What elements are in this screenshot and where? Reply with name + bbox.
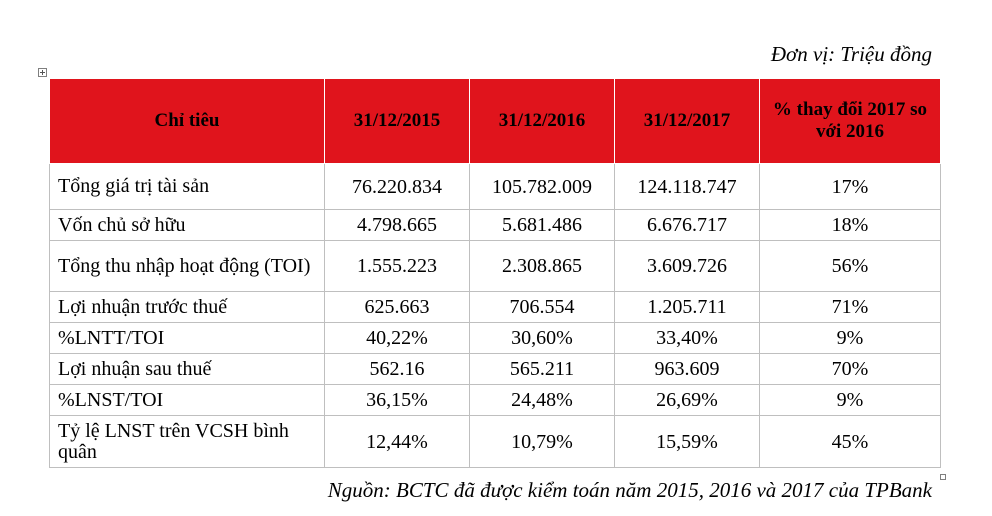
- cell-2017: 963.609: [614, 353, 760, 385]
- table-row: %LNTT/TOI 40,22% 30,60% 33,40% 9%: [49, 322, 941, 354]
- cell-2017: 124.118.747: [614, 163, 760, 210]
- unit-note: Đơn vị: Triệu đồng: [770, 42, 932, 66]
- cell-2017: 3.609.726: [614, 240, 760, 292]
- table-header-row: Chỉ tiêu 31/12/2015 31/12/2016 31/12/201…: [49, 78, 941, 164]
- cell-2016: 105.782.009: [469, 163, 615, 210]
- cell-2015: 76.220.834: [324, 163, 470, 210]
- cell-change: 9%: [759, 322, 941, 354]
- row-label: Lợi nhuận trước thuế: [49, 291, 325, 323]
- table-row: Vốn chủ sở hữu 4.798.665 5.681.486 6.676…: [49, 209, 941, 241]
- cell-2015: 1.555.223: [324, 240, 470, 292]
- cell-2017: 33,40%: [614, 322, 760, 354]
- cell-2017: 26,69%: [614, 384, 760, 416]
- header-change: % thay đổi 2017 so với 2016: [759, 78, 941, 164]
- cell-change: 45%: [759, 415, 941, 468]
- table-row: Tổng giá trị tài sản 76.220.834 105.782.…: [49, 163, 941, 210]
- cell-2015: 562.16: [324, 353, 470, 385]
- header-2016: 31/12/2016: [469, 78, 615, 164]
- cell-2015: 40,22%: [324, 322, 470, 354]
- table-row: Lợi nhuận sau thuế 562.16 565.211 963.60…: [49, 353, 941, 385]
- table-row: Tổng thu nhập hoạt động (TOI) 1.555.223 …: [49, 240, 941, 292]
- table-move-handle-icon[interactable]: [38, 68, 47, 77]
- cell-2015: 36,15%: [324, 384, 470, 416]
- cell-change: 17%: [759, 163, 941, 210]
- table-row: Tỷ lệ LNST trên VCSH bình quân 12,44% 10…: [49, 415, 941, 468]
- cell-2017: 6.676.717: [614, 209, 760, 241]
- header-indicator: Chỉ tiêu: [49, 78, 325, 164]
- source-note: Nguồn: BCTC đã được kiểm toán năm 2015, …: [327, 478, 932, 502]
- row-label: Vốn chủ sở hữu: [49, 209, 325, 241]
- financial-table: Chỉ tiêu 31/12/2015 31/12/2016 31/12/201…: [49, 78, 941, 468]
- cell-change: 56%: [759, 240, 941, 292]
- cell-2016: 24,48%: [469, 384, 615, 416]
- cell-change: 70%: [759, 353, 941, 385]
- cell-change: 18%: [759, 209, 941, 241]
- row-label: Tổng thu nhập hoạt động (TOI): [49, 240, 325, 292]
- cell-change: 9%: [759, 384, 941, 416]
- cell-2015: 12,44%: [324, 415, 470, 468]
- cell-2017: 15,59%: [614, 415, 760, 468]
- row-label: Tổng giá trị tài sản: [49, 163, 325, 210]
- cell-2016: 5.681.486: [469, 209, 615, 241]
- header-2015: 31/12/2015: [324, 78, 470, 164]
- cell-2017: 1.205.711: [614, 291, 760, 323]
- header-2017: 31/12/2017: [614, 78, 760, 164]
- row-label: Tỷ lệ LNST trên VCSH bình quân: [49, 415, 325, 468]
- cell-change: 71%: [759, 291, 941, 323]
- cell-2015: 4.798.665: [324, 209, 470, 241]
- cell-2016: 2.308.865: [469, 240, 615, 292]
- cell-2016: 30,60%: [469, 322, 615, 354]
- row-label: %LNST/TOI: [49, 384, 325, 416]
- row-label: Lợi nhuận sau thuế: [49, 353, 325, 385]
- table-row: Lợi nhuận trước thuế 625.663 706.554 1.2…: [49, 291, 941, 323]
- cell-2016: 706.554: [469, 291, 615, 323]
- cell-2016: 565.211: [469, 353, 615, 385]
- row-label: %LNTT/TOI: [49, 322, 325, 354]
- cell-2015: 625.663: [324, 291, 470, 323]
- table-row: %LNST/TOI 36,15% 24,48% 26,69% 9%: [49, 384, 941, 416]
- table-resize-handle-icon[interactable]: [940, 474, 946, 480]
- cell-2016: 10,79%: [469, 415, 615, 468]
